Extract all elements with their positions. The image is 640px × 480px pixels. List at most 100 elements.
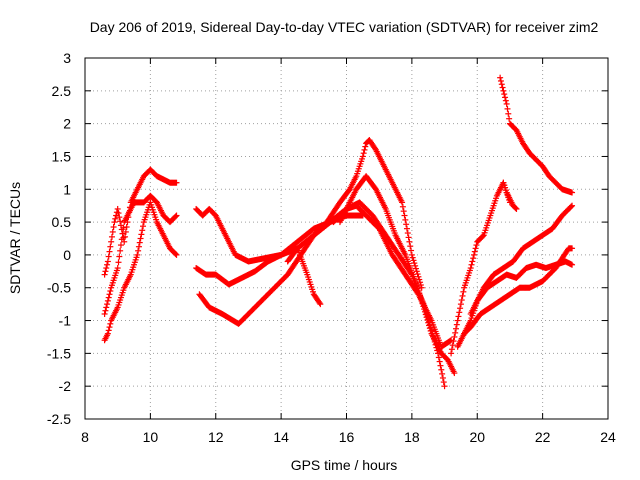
data-point-track-a [116, 214, 123, 221]
data-point-track-j [317, 301, 324, 308]
data-point-track-j [316, 299, 323, 306]
data-point-track-b [115, 259, 122, 266]
data-point-track-f [435, 354, 442, 361]
data-point-track-k [479, 233, 486, 240]
data-point-track-b [106, 291, 113, 298]
data-point-track-c [106, 324, 113, 331]
x-tick-label: 12 [208, 429, 224, 445]
data-point-track-g [360, 150, 367, 157]
data-point-track-l [497, 74, 504, 81]
data-point-track-b [103, 304, 110, 311]
data-point-track-a [123, 224, 130, 231]
data-point-track-n [569, 261, 576, 268]
data-point-track-k [453, 321, 460, 328]
y-axis-title: SDTVAR / TECUs [7, 182, 23, 294]
data-point-track-c [107, 320, 114, 327]
data-point-track-h [451, 370, 458, 377]
data-point-track-k [457, 301, 464, 308]
data-point-track-a [104, 261, 111, 268]
x-tick-label: 18 [404, 429, 420, 445]
data-point-track-k [453, 325, 460, 332]
data-point-track-f [439, 370, 446, 377]
y-tick-label: 2 [63, 116, 71, 132]
data-point-track-g [408, 247, 415, 254]
data-point-track-b [118, 236, 125, 243]
data-point-track-c [104, 330, 111, 337]
data-point-track-b [119, 230, 126, 237]
data-point-track-c [138, 231, 145, 238]
x-tick-label: 10 [143, 429, 159, 445]
data-point-track-k [451, 333, 458, 340]
data-points [101, 74, 576, 390]
x-tick-label: 16 [339, 429, 355, 445]
x-tick-label: 14 [273, 429, 289, 445]
data-point-track-b [114, 265, 121, 272]
data-point-track-k [455, 313, 462, 320]
data-point-track-c [173, 251, 180, 258]
data-point-track-a [111, 219, 118, 226]
data-point-track-k [460, 288, 467, 295]
data-point-track-c [136, 239, 143, 246]
y-tick-label: -2.5 [47, 411, 71, 427]
data-point-track-g [407, 243, 414, 250]
data-point-track-k [448, 350, 455, 357]
data-point-track-k [454, 317, 461, 324]
data-point-track-a [117, 218, 124, 225]
data-point-track-p [513, 205, 520, 212]
data-point-track-b [117, 242, 124, 249]
data-point-track-k [456, 309, 463, 316]
data-point-track-k [471, 248, 478, 255]
data-point-track-a [104, 258, 111, 265]
data-point-track-k [457, 305, 464, 312]
data-point-track-c [135, 243, 142, 250]
data-point-track-k [448, 346, 455, 353]
x-tick-label: 22 [535, 429, 551, 445]
data-point-track-l [506, 115, 513, 122]
data-point-track-b [120, 224, 127, 231]
data-point-track-g [359, 153, 366, 160]
data-point-track-b [102, 307, 109, 314]
data-point-track-l [497, 77, 504, 84]
data-point-track-l [502, 94, 509, 101]
data-point-track-g [401, 212, 408, 219]
data-point-track-k [468, 261, 475, 268]
data-point-track-a [112, 215, 119, 222]
data-point-track-l [503, 100, 510, 107]
data-point-track-a [103, 265, 110, 272]
data-point-track-l [505, 110, 512, 117]
y-tick-label: -0.5 [47, 280, 71, 296]
data-point-track-k [473, 242, 480, 249]
y-tick-label: 0.5 [52, 214, 72, 230]
x-axis-title: GPS time / hours [291, 457, 398, 473]
data-point-track-b [117, 247, 124, 254]
data-point-track-g [408, 251, 415, 258]
data-point-track-f [438, 366, 445, 373]
data-point-track-l [499, 84, 506, 91]
data-point-track-g [413, 268, 420, 275]
data-point-track-k [452, 329, 459, 336]
data-point-track-g [417, 279, 424, 286]
data-point-track-c [105, 327, 112, 334]
data-point-track-g [417, 281, 424, 288]
data-point-track-g [400, 208, 407, 215]
data-point-track-l [500, 87, 507, 94]
data-point-track-l [504, 105, 511, 112]
chart-title: Day 206 of 2019, Sidereal Day-to-day VTE… [90, 19, 599, 35]
data-point-track-g [409, 254, 416, 261]
y-tick-label: 0 [63, 247, 71, 263]
y-tick-label: 1 [63, 181, 71, 197]
data-point-track-g [403, 221, 410, 228]
data-point-track-g [418, 284, 425, 291]
data-point-track-k [449, 342, 456, 349]
data-point-track-c [172, 251, 179, 258]
data-point-track-k [469, 258, 476, 265]
data-point-track-g [399, 203, 406, 210]
data-point-track-l [498, 81, 505, 88]
data-point-track-g [361, 146, 368, 153]
data-point-track-f [436, 358, 443, 365]
y-axis-tick-labels: -2.5 -2 -1.5 -1 -0.5 0 0.5 1 1.5 2 2.5 3 [47, 50, 71, 427]
y-tick-label: -1.5 [47, 345, 71, 361]
data-point-track-m [568, 203, 575, 210]
y-tick-label: 1.5 [52, 148, 72, 164]
